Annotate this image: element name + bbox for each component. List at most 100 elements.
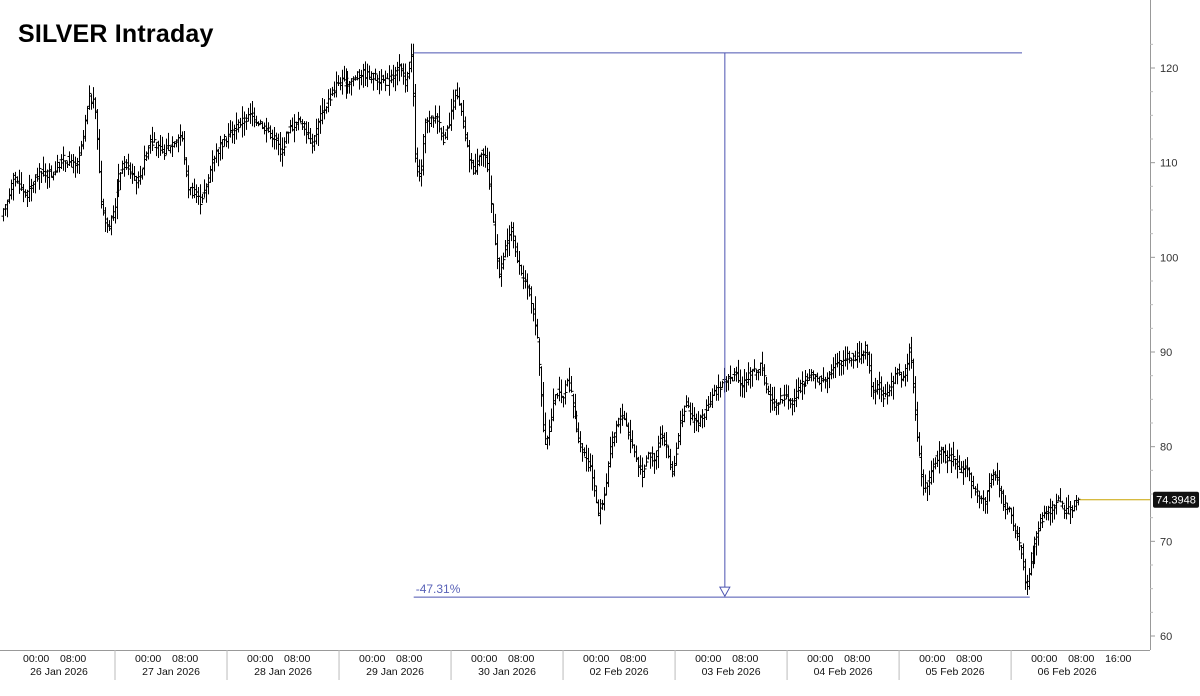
ohlc-bar [923,474,928,493]
x-time-label: 00:00 [135,653,161,665]
ohlc-bar [929,460,934,485]
ohlc-bar [124,159,129,170]
ohlc-bar [1076,497,1081,506]
ohlc-bar [194,184,199,204]
ohlc-bar [220,139,225,160]
ohlc-bar [471,159,476,175]
ohlc-bar [965,457,970,478]
ohlc-bar [1060,500,1065,509]
ohlc-bar [855,343,860,368]
x-time-label: 08:00 [172,653,198,665]
ohlc-bar [887,384,892,397]
x-time-label: 08:00 [956,653,982,665]
ohlc-bar [182,131,187,165]
ohlc-bar [409,43,414,73]
ohlc-bar [672,455,677,477]
ohlc-bar [1029,552,1034,576]
ohlc-bar [796,377,801,400]
ohlc-bar [977,491,982,509]
chart-title: SILVER Intraday [18,20,214,48]
ohlc-bar [909,336,914,369]
measurement-tool[interactable]: -47.31% [413,52,1030,598]
ohlc-bar [330,86,335,97]
ohlc-bar [682,405,687,423]
ohlc-bar [644,455,649,467]
ohlc-bar [282,137,287,156]
ohlc-bar [63,160,68,172]
ohlc-bar [413,84,418,163]
ohlc-bar [61,146,66,171]
ohlc-bar [660,425,665,446]
ohlc-bar [49,165,54,178]
ohlc-bar [236,119,241,133]
ohlc-bar [47,163,52,188]
ohlc-bar [77,146,82,175]
ohlc-bar [334,71,339,98]
ohlc-bar [686,397,691,409]
x-time-label: 00:00 [471,653,497,665]
ohlc-bar [664,431,669,459]
ohlc-bar [800,371,805,400]
ohlc-bar [889,372,894,397]
ohlc-bar [407,61,412,80]
ohlc-bar [122,155,127,177]
ohlc-bar [292,114,297,143]
ohlc-bar [867,351,872,374]
ohlc-bar [620,403,625,426]
x-date-label: 06 Feb 2026 [1038,666,1097,678]
ohlc-bar [614,420,619,444]
ohlc-bar [913,376,918,421]
ohlc-bar [322,99,327,120]
ohlc-bar [150,126,155,151]
ohlc-bar [578,431,583,453]
ohlc-bar [895,368,900,385]
ohlc-bar [148,134,153,154]
x-time-label: 00:00 [583,653,609,665]
ohlc-bar [764,377,769,394]
ohlc-bar [598,498,603,525]
ohlc-bar [1017,526,1022,551]
x-time-label: 08:00 [1068,653,1094,665]
ohlc-bar [483,145,488,168]
ohlc-bar [618,407,623,434]
ohlc-bar [805,373,810,385]
ohlc-bar [1052,504,1057,520]
ohlc-bar [206,174,211,195]
ohlc-bar [140,168,145,180]
ohlc-bar [758,362,763,376]
ohlc-bar [630,430,635,449]
x-date-label: 04 Feb 2026 [814,666,873,678]
ohlc-bar [517,250,522,275]
ohlc-bar [21,184,26,203]
ohlc-bar [489,175,494,213]
ohlc-bar [491,203,496,223]
ohlc-bar [694,413,699,432]
ohlc-bar [829,364,834,380]
ohlc-bar [164,138,169,155]
ohlc-bar [521,265,526,290]
ohlc-bar [875,379,880,395]
ohlc-bar [885,381,890,405]
ohlc-bar [537,338,542,376]
ohlc-bar [971,475,976,490]
ohlc-bar [304,121,309,144]
ohlc-bar [17,169,22,194]
ohlc-bar [937,441,942,474]
x-time-label: 00:00 [695,653,721,665]
ohlc-bar [357,69,362,90]
ohlc-bar [547,419,552,446]
ohlc-bar [604,473,609,496]
ohlc-bar [738,369,743,397]
ohlc-bar [57,161,62,173]
ohlc-bar [103,207,108,233]
ohlc-bar [933,457,938,470]
ohlc-bar [391,64,396,88]
ohlc-bar [1048,498,1053,526]
ohlc-bar [71,154,76,174]
ohlc-bar [93,97,98,120]
ohlc-bar [242,111,247,136]
ohlc-bar [499,255,504,287]
ohlc-bar [728,365,733,385]
ohlc-bar [349,78,354,96]
ohlc-bar [399,63,404,77]
